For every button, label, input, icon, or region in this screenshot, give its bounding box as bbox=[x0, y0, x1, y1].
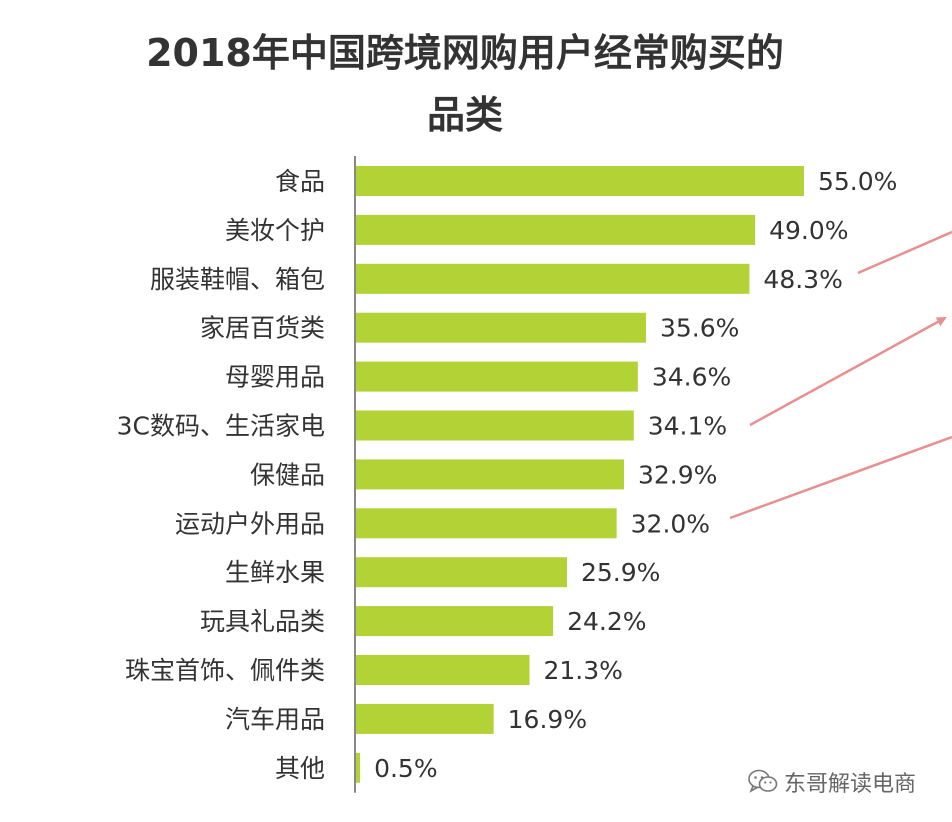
category-label-7: 运动户外用品 bbox=[175, 509, 325, 538]
bar-9 bbox=[356, 606, 554, 637]
value-label-8: 25.9% bbox=[581, 558, 660, 587]
bar-2 bbox=[356, 263, 750, 294]
value-label-3: 35.6% bbox=[660, 314, 739, 343]
chart-title: 2018年中国跨境网购用户经常购买的 品类 bbox=[0, 22, 930, 146]
bar-7 bbox=[356, 508, 617, 539]
watermark: 东哥解读电商 bbox=[748, 766, 916, 798]
annotation-arrow-2 bbox=[729, 435, 952, 520]
category-label-9: 玩具礼品类 bbox=[200, 607, 325, 636]
annotation-arrow-0 bbox=[857, 230, 952, 275]
bar-3 bbox=[356, 312, 646, 343]
chart-title-line-2: 品类 bbox=[426, 93, 503, 137]
category-label-10: 珠宝首饰、佩件类 bbox=[125, 656, 325, 685]
value-label-7: 32.0% bbox=[631, 509, 710, 538]
category-label-12: 其他 bbox=[275, 754, 325, 783]
category-label-4: 母婴用品 bbox=[225, 363, 325, 392]
bar-1 bbox=[356, 214, 756, 245]
bar-5 bbox=[356, 410, 634, 441]
value-label-11: 16.9% bbox=[508, 705, 587, 734]
category-label-6: 保健品 bbox=[250, 460, 325, 489]
value-label-6: 32.9% bbox=[638, 460, 717, 489]
bar-11 bbox=[356, 703, 494, 734]
value-label-5: 34.1% bbox=[648, 412, 727, 441]
watermark-text: 东哥解读电商 bbox=[784, 772, 917, 797]
bar-10 bbox=[356, 655, 530, 685]
bar-6 bbox=[356, 459, 624, 490]
annotation-arrow-1 bbox=[749, 316, 947, 427]
category-label-11: 汽车用品 bbox=[225, 705, 325, 734]
category-label-8: 生鲜水果 bbox=[225, 558, 325, 587]
value-label-9: 24.2% bbox=[567, 607, 646, 636]
category-label-3: 家居百货类 bbox=[200, 314, 325, 343]
bar-0 bbox=[356, 166, 804, 196]
value-label-4: 34.6% bbox=[652, 363, 731, 392]
category-label-1: 美妆个护 bbox=[225, 216, 325, 245]
bar-8 bbox=[356, 557, 567, 588]
category-label-5: 3C数码、生活家电 bbox=[117, 412, 325, 441]
value-label-2: 48.3% bbox=[763, 265, 842, 294]
value-label-1: 49.0% bbox=[769, 216, 848, 245]
bar-4 bbox=[356, 361, 638, 392]
chart-title-line-1: 2018年中国跨境网购用户经常购买的 bbox=[146, 31, 784, 75]
value-label-10: 21.3% bbox=[543, 656, 622, 685]
value-label-0: 55.0% bbox=[818, 167, 897, 196]
category-label-2: 服装鞋帽、箱包 bbox=[150, 265, 325, 294]
bar-12 bbox=[356, 752, 361, 783]
category-label-0: 食品 bbox=[275, 167, 325, 196]
value-label-12: 0.5% bbox=[374, 754, 438, 783]
wechat-icon bbox=[748, 769, 778, 793]
